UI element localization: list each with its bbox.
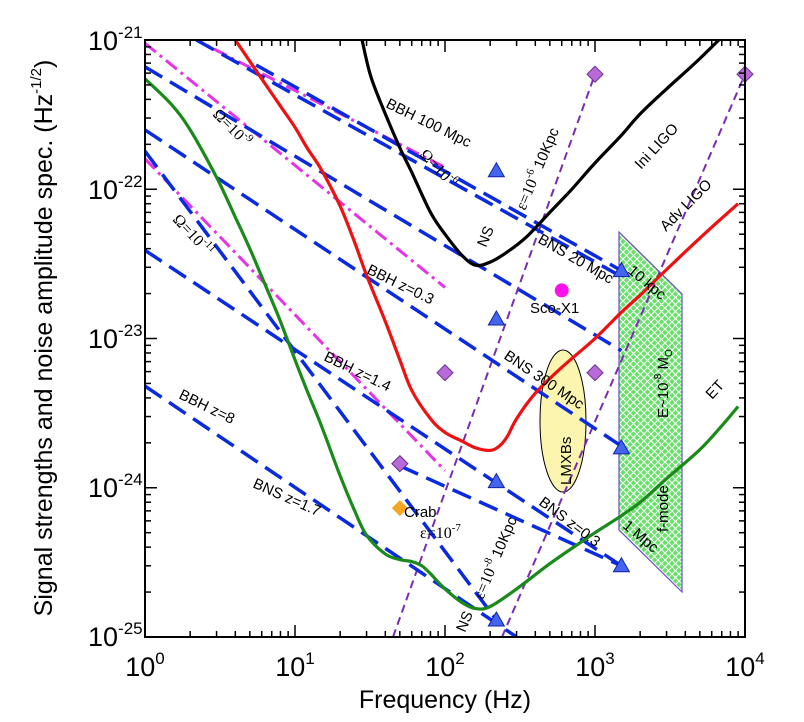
sco-x1-label: Sco-X1 <box>530 300 579 317</box>
bbh-z14-label: BBH z=1.4 <box>321 348 393 395</box>
inspiral-line-bbh-z-0-3 <box>145 128 623 448</box>
diamond-marker-5 <box>391 454 409 473</box>
y-tick-label-1: 10-24 <box>88 470 143 503</box>
diamond-marker-1 <box>586 65 604 83</box>
noise-curve-adv-ligo <box>233 40 740 453</box>
stochastic-line-3 <box>145 157 447 472</box>
noise-curve-ini-ligo <box>360 40 722 268</box>
x-tick-label-3: 103 <box>575 649 615 682</box>
triangle-marker-3 <box>487 310 506 326</box>
inspiral-line-bns-300-mpc <box>145 65 623 353</box>
triangle-marker-7 <box>487 610 506 627</box>
inspiral-line-bbh-100-mpc <box>195 40 623 279</box>
fmode-label: f-mode <box>655 485 672 532</box>
ns-bottom-label: NS <box>453 609 477 635</box>
x-tick-label-1: 101 <box>275 649 315 682</box>
eps-7-label: ε=10-7 <box>420 522 461 542</box>
noise-curve-et <box>145 77 740 611</box>
x-tick-label-4: 104 <box>725 649 765 682</box>
x-tick-label-0: 100 <box>125 649 165 682</box>
crab-label: Crab <box>404 504 437 521</box>
lmxbs-label: LMXBs <box>558 437 575 485</box>
bns-z17-label: BNS z=1.7 <box>250 475 323 520</box>
inspiral-line-bbh-z-1-4 <box>145 248 623 568</box>
adv-ligo-label: Adv LIGO <box>657 176 716 235</box>
y-axis-title: Signal strengths and noise amplitude spe… <box>28 60 58 617</box>
omega-11-label: Ω=10-11 <box>169 209 219 260</box>
x-axis-title: Frequency (Hz) <box>359 686 531 714</box>
y-tick-label-2: 10-23 <box>88 321 143 354</box>
inspiral-line-bns-20-mpc <box>255 63 623 273</box>
ini-ligo-label: Ini LIGO <box>631 120 682 172</box>
source-marker-sco-x1 <box>554 283 569 298</box>
eps-8-label: ε=10-8 10Kpc <box>468 513 521 602</box>
bns-20-label: BNS 20 Mpc <box>535 231 617 288</box>
y-tick-label-3: 10-22 <box>88 172 143 205</box>
ejected-mass-label: E~10-8 MO <box>653 349 675 418</box>
bbh-z8-label: BBH z=8 <box>176 386 237 427</box>
diamond-marker-3 <box>436 363 454 382</box>
triangle-marker-4 <box>612 438 631 455</box>
x-tick-label-2: 102 <box>425 649 465 682</box>
eps-6-label: ε=10-6 10Kpc <box>510 124 563 213</box>
et-label: ET <box>702 377 728 403</box>
triangle-marker-2 <box>612 261 631 278</box>
inspiral-line-bns-z-1-7 <box>145 150 498 622</box>
stochastic-line-2 <box>145 42 446 289</box>
pulsar-line-ns-10-10kpc <box>501 73 745 637</box>
diamond-marker-4 <box>586 363 604 382</box>
source-marker-crab <box>391 500 408 517</box>
y-tick-label-0: 10-25 <box>88 619 143 652</box>
triangle-marker-1 <box>487 161 506 178</box>
triangle-marker-6 <box>612 556 631 573</box>
ns-top-label: NS <box>474 224 498 250</box>
pulsar-line-ns-10-10kpc <box>392 73 596 637</box>
y-tick-label-4: 10-21 <box>88 23 143 56</box>
triangle-marker-5 <box>487 472 506 489</box>
inspiral-line-bbh-z-8 <box>145 384 518 637</box>
inspiral-line-bns-z-0-3 <box>399 464 623 568</box>
